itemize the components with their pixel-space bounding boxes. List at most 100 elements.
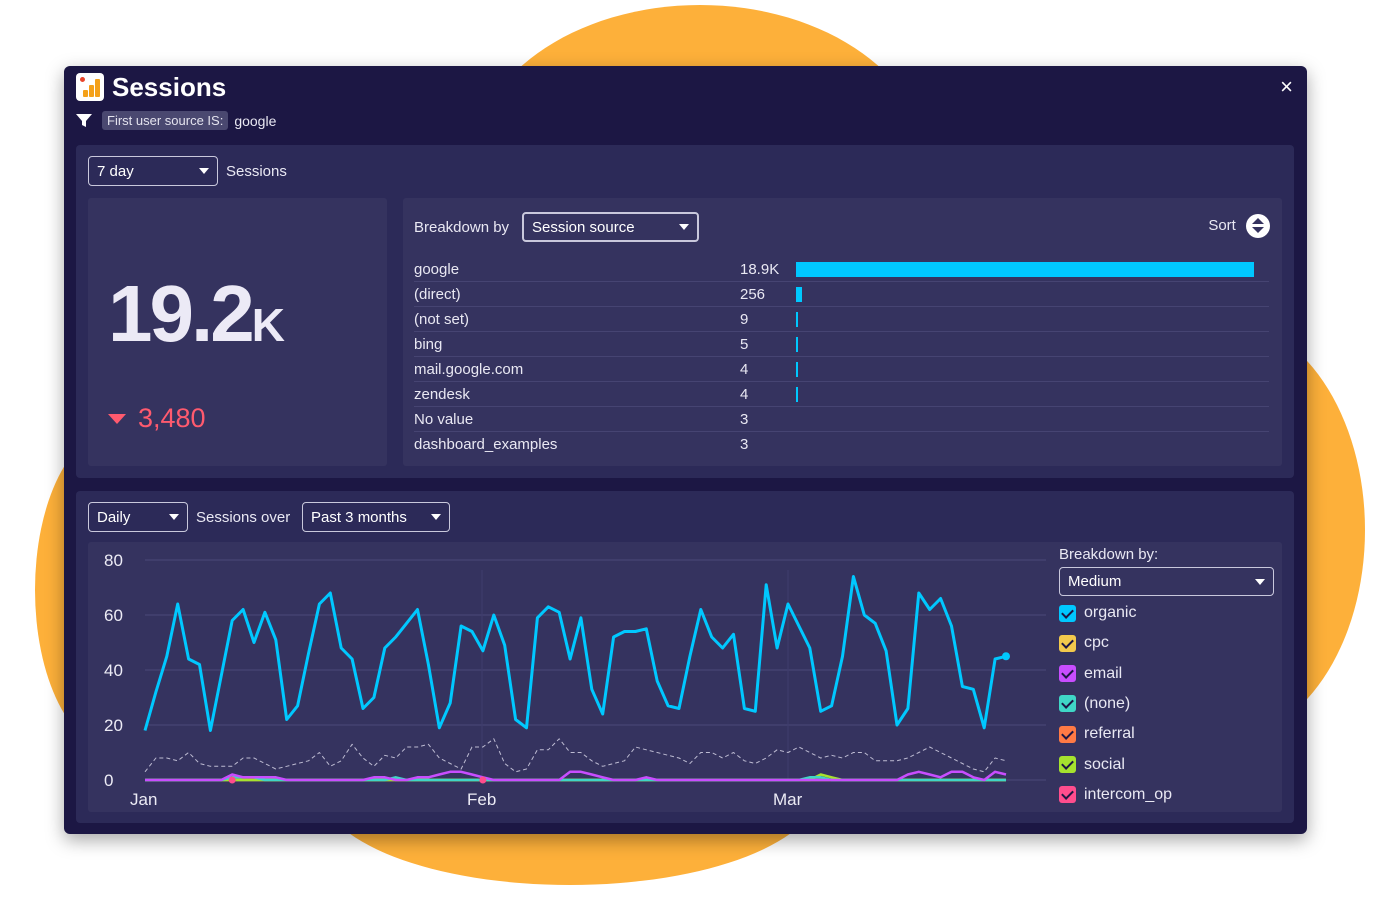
sort-button[interactable]: Sort [1208,214,1270,238]
breakdown-row[interactable]: (direct) 256 [414,282,1269,307]
legend-item-label: organic [1084,604,1137,621]
breakdown-row-value: 4 [740,361,749,378]
breakdown-row-name: dashboard_examples [414,436,558,453]
breakdown-row-value: 5 [740,336,749,353]
legend-item[interactable]: intercom_op [1059,786,1172,804]
legend: Breakdown by: Medium organic cpc email (non… [1059,542,1274,812]
sort-icon [1246,214,1270,238]
breakdown-row-bar [796,337,798,352]
medium-select-value: Medium [1068,573,1122,590]
checkbox-icon[interactable] [1059,695,1076,713]
delta-value: 3,480 [138,403,206,433]
delta-indicator: 3,480 [108,403,206,434]
medium-select[interactable]: Medium [1059,567,1274,596]
series-point-intercom [479,776,487,784]
checkbox-icon[interactable] [1059,604,1076,622]
range-select[interactable]: Past 3 months [302,502,450,532]
down-arrow-icon [108,413,126,424]
interval-select[interactable]: Daily [88,502,188,532]
filter-value: google [234,112,277,129]
checkbox-icon[interactable] [1059,756,1076,773]
checkbox-icon[interactable] [1059,634,1076,652]
big-number: 19.2K [108,268,285,360]
series-line-comparison [144,738,1007,773]
series-line-organic [143,575,1007,732]
breakdown-row-bar [796,287,803,302]
breakdown-row-name: mail.google.com [414,361,524,378]
series-end-point [1002,652,1010,661]
breakdown-select-value: Session source [532,218,635,236]
breakdown-row-name: (not set) [414,311,470,328]
summary-panel: 7 day Sessions 19.2K 3,480 Breakdown by … [76,145,1294,478]
breakdown-row[interactable]: zendesk 4 [414,382,1269,407]
legend-item-label: intercom_op [1084,785,1173,803]
breakdown-row-value: 9 [740,311,749,328]
breakdown-row[interactable]: dashboard_examples 3 [414,432,1269,457]
breakdown-row[interactable]: mail.google.com 4 [414,357,1269,382]
metric-label: Sessions [226,163,287,180]
breakdown-row-name: zendesk [414,386,470,403]
chevron-down-icon [169,514,179,520]
series-line-email [145,770,1007,782]
y-tick-label: 40 [104,661,123,680]
legend-item-label: social [1084,755,1125,773]
interval-select-value: Daily [97,508,131,526]
chevron-down-icon [199,168,209,174]
breakdown-row[interactable]: google 18.9K [414,257,1269,282]
chevron-down-icon [431,514,441,520]
legend-item[interactable]: (none) [1059,695,1130,713]
y-tick-label: 0 [104,771,113,790]
sessions-window: Sessions × First user source IS: google … [64,66,1307,834]
breakdown-row-bar [796,387,798,402]
period-select-value: 7 day [97,162,134,180]
breakdown-card: Breakdown by Session source Sort google 1… [403,198,1282,466]
checkbox-icon[interactable] [1059,665,1076,683]
legend-item[interactable]: organic [1059,604,1136,622]
breakdown-row-name: google [414,261,460,278]
line-chart: 0 20 40 60 80 Jan Feb Mar [104,551,1046,809]
breakdown-row-bar [796,262,1254,277]
filter-icon[interactable] [76,113,92,128]
analytics-logo-icon [76,73,104,101]
x-tick-label: Mar [773,790,803,809]
breakdown-row[interactable]: (not set) 9 [414,307,1269,332]
series-point-intercom [228,776,236,784]
legend-item[interactable]: referral [1059,725,1135,743]
breakdown-row-name: bing [414,336,443,353]
chevron-down-icon [1255,578,1265,585]
breakdown-label: Breakdown by [414,219,510,236]
legend-item[interactable]: cpc [1059,634,1109,652]
y-tick-label: 60 [104,606,123,625]
close-button[interactable]: × [1280,74,1293,99]
breakdown-select[interactable]: Session source [522,212,699,242]
sessions-over-label: Sessions over [196,509,291,526]
big-number-card: 19.2K 3,480 [88,198,387,466]
legend-item[interactable]: email [1059,665,1122,683]
breakdown-row[interactable]: No value 3 [414,407,1269,432]
legend-item-label: referral [1084,725,1135,743]
big-number-value: 19.2 [108,269,255,358]
title-bar: Sessions [76,70,226,104]
breakdown-row-name: (direct) [414,286,461,303]
period-select[interactable]: 7 day [88,156,218,186]
checkbox-icon[interactable] [1059,725,1076,743]
checkbox-icon[interactable] [1059,786,1076,804]
breakdown-row-name: No value [414,411,474,428]
legend-item[interactable]: social [1059,756,1125,774]
legend-item-label: cpc [1084,634,1109,652]
chart-area: 0 20 40 60 80 Jan Feb Mar Breakdown by: Medium … [88,542,1282,812]
breakdown-row-bar [796,312,798,327]
y-tick-label: 20 [104,716,123,735]
breakdown-row[interactable]: bing 5 [414,332,1269,357]
breakdown-row-value: 18.9K [740,261,780,278]
legend-item-label: (none) [1084,694,1131,712]
chevron-down-icon [679,224,689,230]
legend-item-label: email [1084,664,1123,682]
trend-panel: Daily Sessions over Past 3 months 0 20 40 6… [76,491,1294,823]
breakdown-row-value: 4 [740,386,749,403]
x-tick-label: Feb [467,790,496,809]
sort-label: Sort [1208,216,1236,234]
filter-chip[interactable]: First user source IS: [102,111,229,130]
breakdown-row-value: 3 [740,411,749,428]
